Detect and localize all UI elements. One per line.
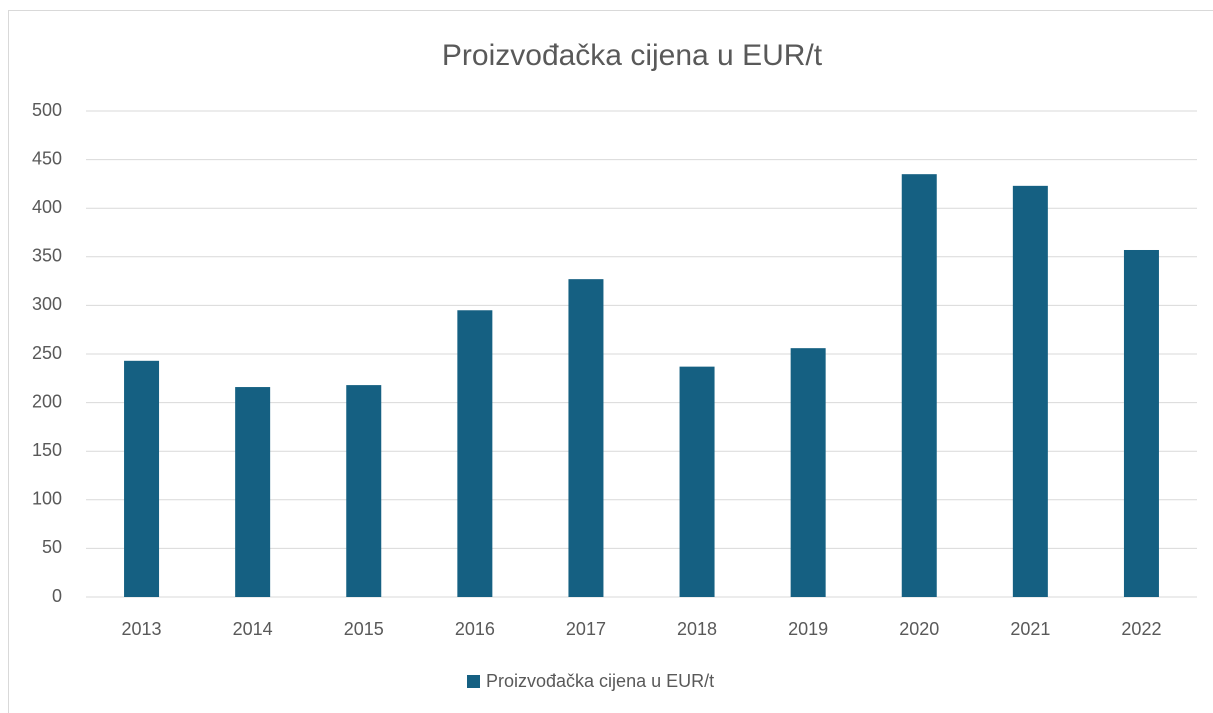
x-tick-label: 2018 [677, 619, 717, 639]
bar [1012, 185, 1048, 597]
x-tick-label: 2014 [233, 619, 273, 639]
bar [679, 366, 715, 597]
x-tick-label: 2022 [1121, 619, 1161, 639]
x-tick-label: 2017 [566, 619, 606, 639]
bar [457, 310, 493, 597]
bar [790, 348, 826, 597]
x-tick-label: 2016 [455, 619, 495, 639]
x-tick-label: 2020 [899, 619, 939, 639]
bar [235, 387, 271, 597]
y-tick-label: 250 [32, 343, 62, 363]
y-tick-label: 100 [32, 489, 62, 509]
bar [346, 385, 382, 597]
x-tick-label: 2019 [788, 619, 828, 639]
y-tick-label: 200 [32, 391, 62, 411]
x-tick-label: 2021 [1010, 619, 1050, 639]
chart-title: Proizvođačka cijena u EUR/t [442, 39, 823, 72]
legend-label: Proizvođačka cijena u EUR/t [486, 671, 714, 691]
bar [901, 174, 937, 597]
y-tick-label: 300 [32, 294, 62, 314]
y-tick-label: 350 [32, 246, 62, 266]
bar [568, 279, 604, 597]
y-tick-label: 50 [42, 537, 62, 557]
bar [124, 360, 160, 597]
x-tick-label: 2013 [122, 619, 162, 639]
legend-swatch [467, 675, 480, 688]
y-tick-label: 500 [32, 100, 62, 120]
y-tick-label: 150 [32, 440, 62, 460]
y-tick-label: 0 [52, 586, 62, 606]
y-tick-label: 400 [32, 197, 62, 217]
y-tick-label: 450 [32, 148, 62, 168]
x-tick-label: 2015 [344, 619, 384, 639]
bar [1123, 249, 1159, 597]
chart-frame [8, 10, 1213, 713]
